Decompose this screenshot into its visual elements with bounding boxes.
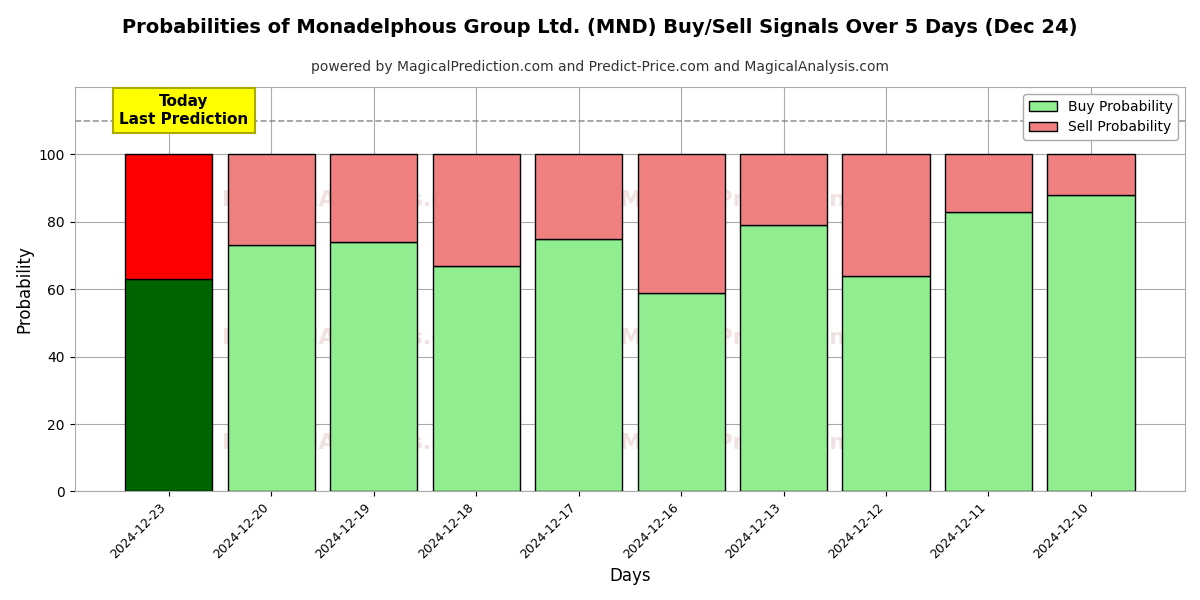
Bar — [330, 242, 418, 491]
Bar — [330, 154, 418, 242]
Bar — [740, 225, 827, 491]
Y-axis label: Probability: Probability — [16, 245, 34, 333]
Bar — [125, 154, 212, 279]
Text: MagicalPrediction.com: MagicalPrediction.com — [620, 328, 906, 348]
Bar — [1048, 154, 1134, 195]
Bar — [1048, 195, 1134, 491]
Text: MagicalPrediction.com: MagicalPrediction.com — [620, 190, 906, 210]
Bar — [637, 154, 725, 293]
Bar — [740, 154, 827, 225]
Bar — [125, 279, 212, 491]
Legend: Buy Probability, Sell Probability: Buy Probability, Sell Probability — [1024, 94, 1178, 140]
Bar — [432, 266, 520, 491]
Bar — [535, 239, 622, 491]
Text: MagicalPrediction.com: MagicalPrediction.com — [620, 433, 906, 453]
Bar — [228, 245, 314, 491]
Text: MagicalAnalysis.com: MagicalAnalysis.com — [222, 328, 482, 348]
Text: MagicalAnalysis.com: MagicalAnalysis.com — [222, 433, 482, 453]
Text: MagicalAnalysis.com: MagicalAnalysis.com — [222, 190, 482, 210]
Bar — [535, 154, 622, 239]
Bar — [637, 293, 725, 491]
Text: powered by MagicalPrediction.com and Predict-Price.com and MagicalAnalysis.com: powered by MagicalPrediction.com and Pre… — [311, 60, 889, 74]
Bar — [944, 212, 1032, 491]
Text: Probabilities of Monadelphous Group Ltd. (MND) Buy/Sell Signals Over 5 Days (Dec: Probabilities of Monadelphous Group Ltd.… — [122, 18, 1078, 37]
X-axis label: Days: Days — [610, 567, 650, 585]
Text: Today
Last Prediction: Today Last Prediction — [120, 94, 248, 127]
Bar — [944, 154, 1032, 212]
Bar — [842, 154, 930, 276]
Bar — [842, 276, 930, 491]
Bar — [228, 154, 314, 245]
Bar — [432, 154, 520, 266]
